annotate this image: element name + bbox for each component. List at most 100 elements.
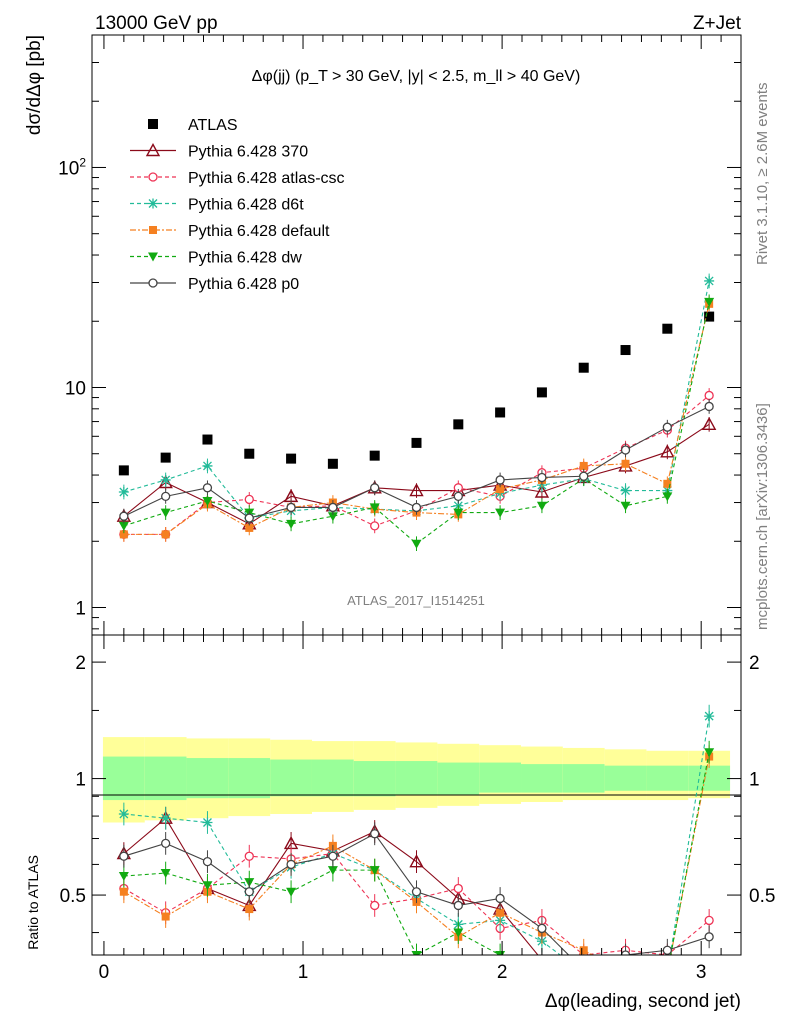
band-inner [521,764,563,793]
band-inner [353,761,396,797]
series-5 [118,294,715,552]
data-point [244,448,255,459]
data-point [537,472,547,483]
ratio-point [328,851,338,861]
legend-marker [148,172,158,182]
data-point [620,485,631,496]
ratio-point [453,883,463,894]
ratio-point [453,928,464,938]
data-point [704,297,715,307]
band-inner [562,764,605,793]
band-inner [144,756,187,801]
data-point [369,450,380,461]
data-point [411,502,422,513]
ratio-series-5 [119,822,714,955]
ratio-point [496,908,505,917]
data-point [202,460,213,471]
ratio-point [161,838,171,849]
data-point [286,502,296,513]
band-inner [437,762,480,795]
header-left: 13000 GeV pp [95,13,218,34]
ratio-point [370,900,380,911]
data-point [160,452,171,463]
band-inner [102,756,145,801]
data-point [620,445,631,455]
data-point [202,496,213,506]
data-point [662,422,672,432]
legend-label: Pythia 6.428 atlas-csc [188,170,345,187]
data-point [704,275,715,286]
rivet-label: Rivet 3.1.10, ≥ 2.6M events [754,83,771,266]
x-tick-label: 2 [497,962,508,983]
data-point [370,483,380,493]
data-point [160,474,171,485]
legend-item: Pythia 6.428 default [130,223,330,240]
data-point [202,434,213,445]
ratio-series-4 [118,740,715,955]
legend-item: Pythia 6.428 dw [130,250,302,267]
data-point [495,508,506,518]
data-point [118,486,129,497]
ratio-point [495,951,506,955]
ratio-point [411,887,422,897]
series-0 [118,311,715,476]
band-inner [646,765,689,791]
ratio-point [704,748,715,758]
data-point [620,345,631,356]
ratio-bands [102,737,731,823]
ratio-point [160,813,171,824]
x-tick-label: 3 [696,962,707,983]
ratio-y-tick-label-right: 0.5 [749,886,775,907]
ratio-panel: 0.5 0.5 1 1 2 2 0 1 2 3 Ratio to ATLAS Δφ(leading… [25,634,775,1012]
data-point [244,513,254,523]
data-point [411,437,422,448]
ratio-point [245,905,254,914]
legend-marker [145,143,161,157]
ratio-xlabel: Δφ(leading, second jet) [545,991,741,1012]
legend-item: Pythia 6.428 d6t [130,197,304,214]
data-point [453,491,463,502]
band-inner [228,758,271,799]
data-point [495,475,505,485]
legend-label: ATLAS [188,117,238,134]
data-point [409,483,424,497]
ratio-point [327,866,338,876]
ratio-point [161,912,170,921]
data-point [158,475,173,489]
series-line [123,303,710,535]
header-right: Z+Jet [693,13,742,34]
ratio-point [662,945,672,955]
ratio-point [537,923,547,934]
ratio-series [116,704,715,955]
legend-item: ATLAS [148,117,238,134]
watermark: ATLAS_2017_I1514251 [347,593,485,608]
ratio-y-tick-label-right: 2 [749,653,760,674]
data-point [496,485,505,494]
y-tick-exponent: 2 [79,155,86,169]
ratio-point [370,829,380,839]
data-point [662,492,673,502]
band-inner [311,759,354,797]
ratio-ylabel: Ratio to ATLAS [25,855,41,950]
data-point [327,512,338,522]
legend-label: Pythia 6.428 p0 [188,276,299,293]
ratio-point [202,881,213,891]
main-series [116,273,717,552]
data-point [118,465,129,476]
series-line [123,280,710,519]
ratio-ticks: 0.5 0.5 1 1 2 2 0 1 2 3 [60,635,775,983]
legend-marker [148,278,158,288]
ratio-y-tick-label-right: 1 [749,770,760,791]
ratio-point [369,866,380,876]
ratio-line [123,752,710,955]
data-point [286,453,297,464]
data-point [662,323,673,334]
data-point [369,503,380,513]
ratio-point [495,893,505,904]
legend-item: Pythia 6.428 p0 [130,276,299,293]
ratio-point [118,808,129,819]
data-point [536,501,547,511]
ratio-point [704,711,715,722]
legend-label: Pythia 6.428 default [188,223,330,240]
legend-item: Pythia 6.428 atlas-csc [130,170,345,187]
